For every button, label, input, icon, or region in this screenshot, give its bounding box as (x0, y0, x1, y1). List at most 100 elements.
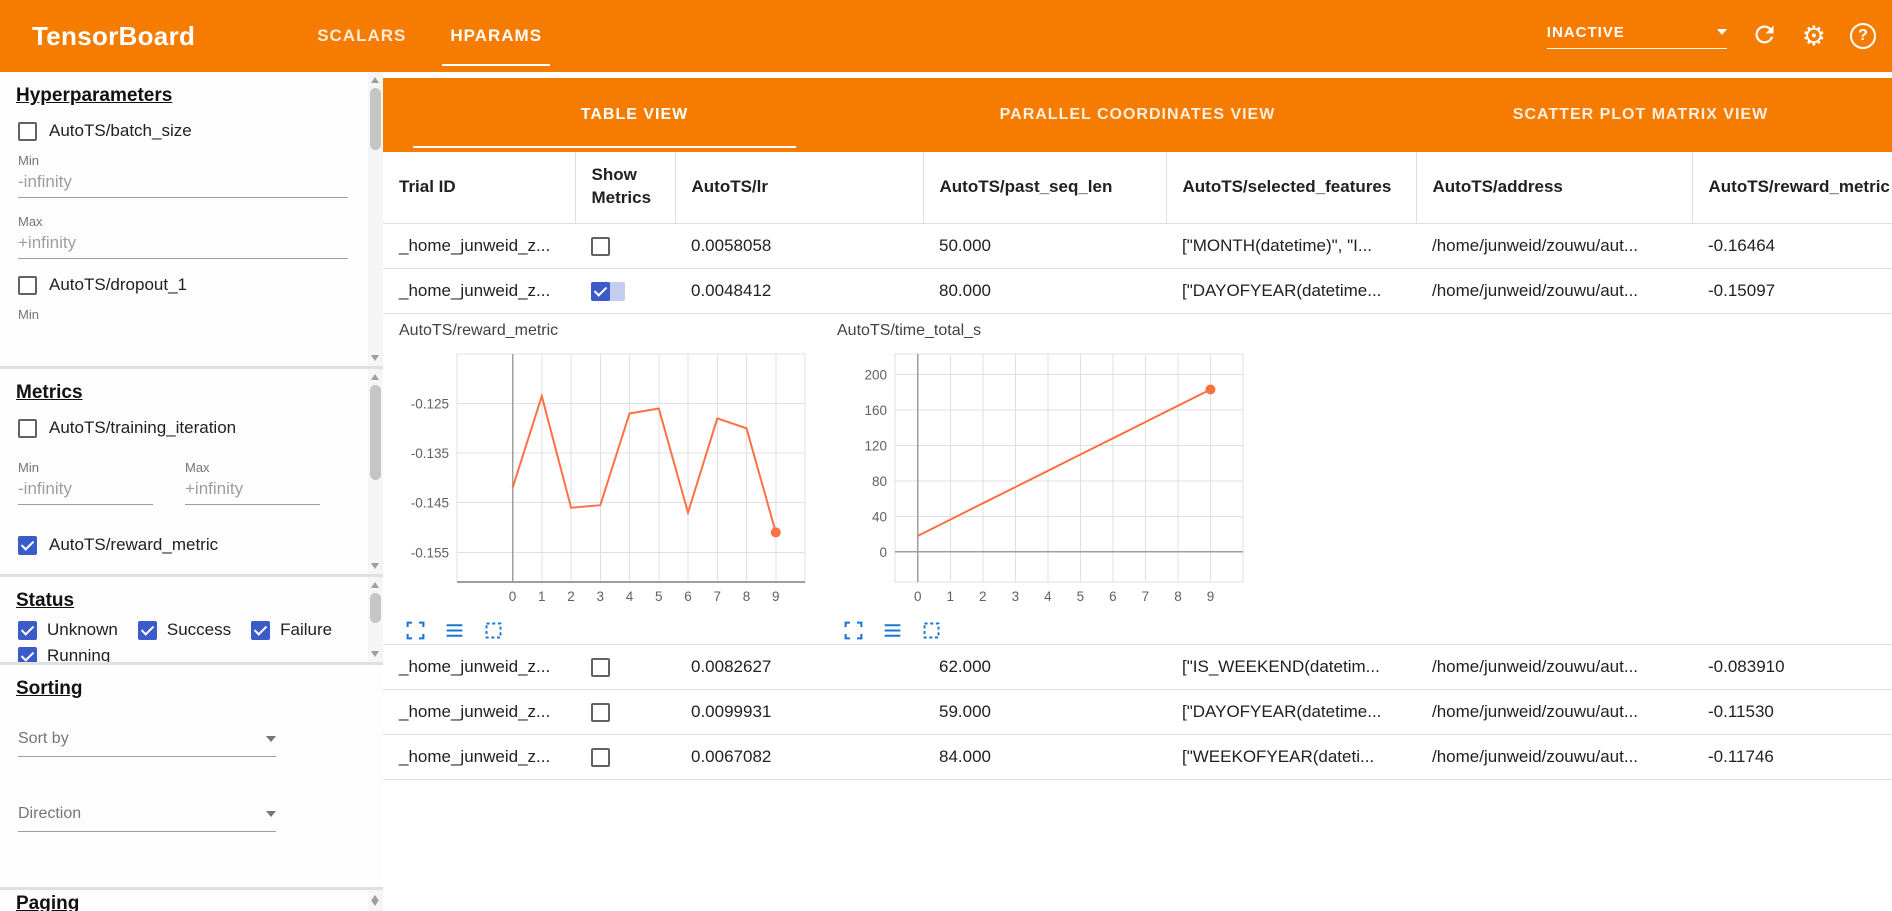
status-unknown-checkbox[interactable] (18, 620, 37, 640)
app-title: TensorBoard (32, 20, 196, 51)
dashed-square-icon (921, 620, 942, 644)
svg-text:6: 6 (1109, 589, 1117, 604)
table-row: _home_junweid_z... 0.0099931 59.000 ["DA… (383, 689, 1892, 735)
svg-text:0: 0 (509, 589, 517, 604)
scrollbar-thumb[interactable] (370, 88, 381, 150)
show-metrics-checkbox[interactable] (591, 702, 610, 722)
table-row: _home_junweid_z... 0.0058058 50.000 ["MO… (383, 223, 1892, 269)
svg-text:9: 9 (772, 589, 780, 604)
max-input[interactable]: +infinity (18, 233, 348, 259)
app-header: TensorBoard SCALARS HPARAMS INACTIVE ⚙ ? (0, 0, 1892, 72)
paging-scrollbar[interactable] (368, 890, 383, 911)
tab-parallel-coordinates-view[interactable]: PARALLEL COORDINATES VIEW (999, 106, 1276, 123)
col-header-reward-metric[interactable]: AutoTS/reward_metric (1691, 152, 1892, 224)
batch-size-max-field: Max +infinity (18, 214, 353, 259)
header-actions: INACTIVE ⚙ ? (1546, 0, 1876, 72)
tab-scatter-plot-matrix-view[interactable]: SCATTER PLOT MATRIX VIEW (1512, 106, 1769, 123)
fit-domain-button[interactable] (921, 620, 942, 644)
col-header-lr[interactable]: AutoTS/lr (674, 152, 923, 224)
svg-text:160: 160 (864, 402, 887, 417)
fullscreen-button[interactable] (843, 620, 864, 644)
scrollbar-thumb[interactable] (370, 385, 381, 480)
reward-metric-cell: -0.11530 (1692, 689, 1892, 735)
lr-cell: 0.0099931 (675, 689, 923, 735)
status-unknown-label: Unknown (47, 620, 118, 639)
status-failure-label: Failure (280, 620, 333, 639)
chevron-down-icon (266, 811, 276, 817)
max-input[interactable]: +infinity (185, 479, 320, 505)
lr-cell: 0.0082627 (675, 644, 923, 690)
col-header-address[interactable]: AutoTS/address (1415, 152, 1692, 224)
metrics-scrollbar[interactable] (368, 369, 383, 574)
hyperparameters-scrollbar[interactable] (368, 72, 383, 366)
past-seq-len-cell: 80.000 (923, 268, 1166, 314)
svg-text:1: 1 (538, 589, 546, 604)
chevron-down-icon (1716, 29, 1727, 35)
fullscreen-button[interactable] (405, 620, 426, 644)
sorting-panel: Sorting Sort by Direction (0, 665, 383, 887)
min-input[interactable]: -infinity (18, 172, 348, 198)
sort-by-dropdown[interactable]: Sort by (18, 730, 276, 757)
refresh-button[interactable] (1751, 21, 1778, 51)
svg-text:80: 80 (872, 473, 887, 488)
scrollbar-thumb[interactable] (370, 593, 381, 623)
horizontal-lines-icon (882, 620, 903, 644)
help-button[interactable]: ? (1850, 23, 1876, 49)
metric-reward-metric-checkbox[interactable] (18, 535, 37, 555)
view-tabs: TABLE VIEW PARALLEL COORDINATES VIEW SCA… (383, 78, 1892, 152)
trial-id-cell: _home_junweid_z... (383, 268, 575, 314)
svg-text:0: 0 (914, 589, 922, 604)
past-seq-len-cell: 59.000 (923, 689, 1166, 735)
show-metrics-checkbox[interactable] (591, 236, 610, 256)
paging-heading: Paging (16, 893, 80, 911)
show-metrics-checkbox[interactable] (591, 657, 610, 677)
table-header-row: Trial ID Show Metrics AutoTS/lr AutoTS/p… (383, 152, 1892, 224)
svg-text:8: 8 (743, 589, 751, 604)
svg-text:9: 9 (1207, 589, 1215, 604)
max-label: Max (185, 460, 210, 475)
tab-hparams[interactable]: HPARAMS (428, 0, 564, 72)
status-failure-checkbox[interactable] (251, 620, 271, 640)
svg-text:0: 0 (879, 544, 887, 559)
lines-button[interactable] (444, 620, 465, 644)
svg-text:200: 200 (864, 367, 887, 382)
status-running-checkbox[interactable] (18, 646, 37, 662)
hparam-batch-size-checkbox[interactable] (18, 121, 37, 141)
chart-toolbar (405, 620, 823, 644)
hyperparameters-panel: Hyperparameters AutoTS/batch_size Min -i… (0, 72, 383, 366)
address-cell: /home/junweid/zouwu/aut... (1416, 734, 1692, 780)
svg-text:5: 5 (1077, 589, 1085, 604)
hparam-dropout-checkbox[interactable] (18, 275, 37, 295)
sorting-heading: Sorting (16, 678, 83, 699)
status-success-checkbox[interactable] (137, 620, 157, 640)
col-header-trial-id[interactable]: Trial ID (383, 152, 575, 224)
metric-training-iteration-label: AutoTS/training_iteration (49, 418, 237, 437)
lr-cell: 0.0048412 (675, 268, 923, 314)
selected-features-cell: ["DAYOFYEAR(datetime... (1166, 268, 1416, 314)
run-status-dropdown[interactable]: INACTIVE (1546, 24, 1727, 49)
show-metrics-checkbox[interactable] (591, 281, 610, 301)
reward-metric-line-chart: -0.125 -0.135 -0.145 -0.155 0 1 2 3 4 5 6 7 8 9 (399, 344, 823, 612)
col-header-past-seq-len[interactable]: AutoTS/past_seq_len (922, 152, 1166, 224)
trial-id-cell: _home_junweid_z... (383, 644, 575, 690)
settings-button[interactable]: ⚙ (1802, 22, 1826, 50)
col-header-show-metrics[interactable]: Show Metrics (574, 152, 675, 224)
fit-domain-button[interactable] (483, 620, 504, 644)
metric-training-iteration-checkbox[interactable] (18, 418, 37, 438)
col-header-selected-features[interactable]: AutoTS/selected_features (1165, 152, 1416, 224)
tab-table-view[interactable]: TABLE VIEW (383, 78, 886, 152)
status-scrollbar[interactable] (368, 577, 383, 662)
lines-button[interactable] (882, 620, 903, 644)
horizontal-lines-icon (444, 620, 465, 644)
selected-features-cell: ["WEEKOFYEAR(dateti... (1166, 734, 1416, 780)
table-row: _home_junweid_z... 0.0067082 84.000 ["WE… (383, 734, 1892, 780)
min-input[interactable]: -infinity (18, 479, 153, 505)
time-total-chart-card: AutoTS/time_total_s 0 40 80 120 160 200 0 1 2 3 4 5… (837, 320, 1261, 644)
tab-scalars[interactable]: SCALARS (317, 26, 407, 45)
svg-text:-0.135: -0.135 (411, 446, 449, 461)
max-label: Max (18, 214, 43, 229)
show-metrics-checkbox[interactable] (591, 747, 610, 767)
address-cell: /home/junweid/zouwu/aut... (1416, 644, 1692, 690)
direction-dropdown[interactable]: Direction (18, 805, 276, 832)
status-row: Running (18, 646, 353, 662)
